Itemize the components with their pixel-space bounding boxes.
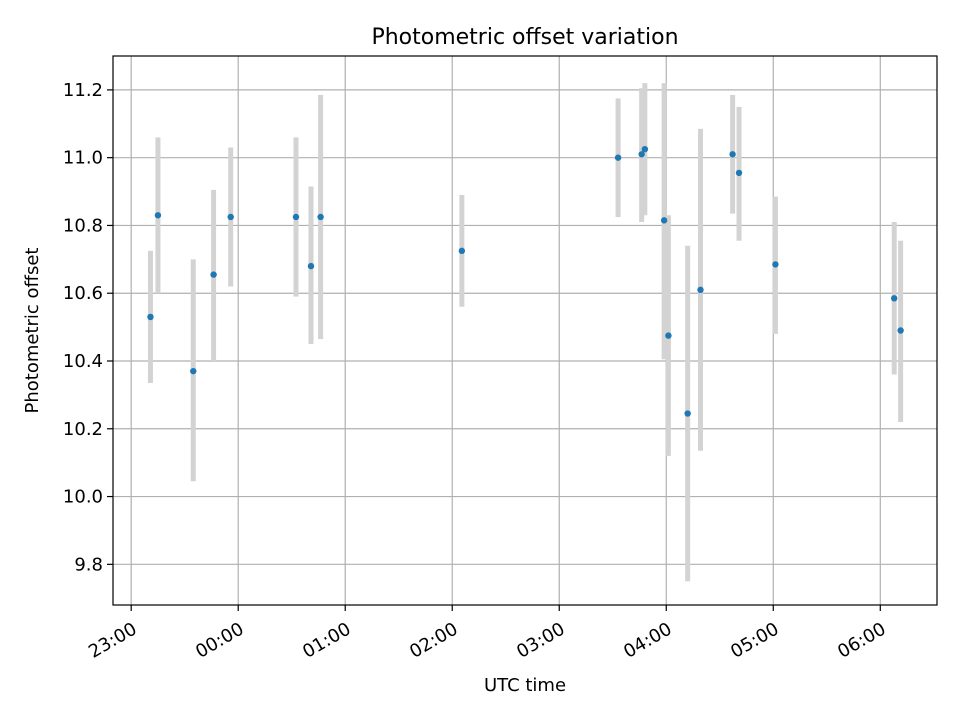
data-point <box>614 154 622 161</box>
y-tick-label: 10.4 <box>63 351 103 372</box>
chart-title: Photometric offset variation <box>371 25 678 50</box>
y-axis-label: Photometric offset <box>22 248 43 414</box>
data-point <box>210 271 217 278</box>
y-tick-label: 10.2 <box>63 419 103 440</box>
y-tick-label: 10.0 <box>63 487 103 508</box>
data-point <box>772 261 779 268</box>
data-point <box>735 169 743 177</box>
x-axis-label: UTC time <box>484 675 566 696</box>
data-point <box>897 327 904 334</box>
data-point <box>458 247 466 255</box>
data-point <box>684 410 691 417</box>
data-point <box>729 151 736 158</box>
data-point <box>890 295 898 302</box>
y-tick-label: 10.8 <box>63 215 103 236</box>
y-tick-label: 10.6 <box>63 283 103 304</box>
data-point <box>227 213 234 221</box>
data-point <box>641 145 649 153</box>
data-point <box>147 313 154 321</box>
data-point <box>697 286 704 294</box>
data-point <box>638 151 645 158</box>
data-series <box>147 83 904 582</box>
data-point <box>154 212 162 219</box>
data-point <box>665 332 672 339</box>
y-tick-label: 11.0 <box>63 148 103 169</box>
y-tick-label: 9.8 <box>74 554 103 575</box>
data-point <box>660 217 668 224</box>
data-point <box>190 367 197 375</box>
data-point <box>292 213 300 221</box>
data-point <box>307 262 315 270</box>
data-point <box>317 213 324 221</box>
y-tick-label: 11.2 <box>63 80 103 101</box>
plot-frame <box>112 55 938 606</box>
